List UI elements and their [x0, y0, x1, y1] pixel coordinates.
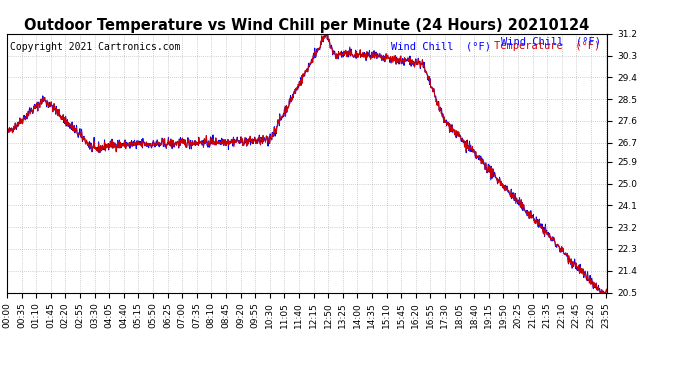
Legend: Wind Chill  (°F), Temperature  (°F): Wind Chill (°F), Temperature (°F) [388, 39, 602, 53]
Text: Wind Chill  (°F): Wind Chill (°F) [501, 36, 601, 46]
Text: Copyright 2021 Cartronics.com: Copyright 2021 Cartronics.com [10, 42, 180, 51]
Title: Outdoor Temperature vs Wind Chill per Minute (24 Hours) 20210124: Outdoor Temperature vs Wind Chill per Mi… [24, 18, 590, 33]
